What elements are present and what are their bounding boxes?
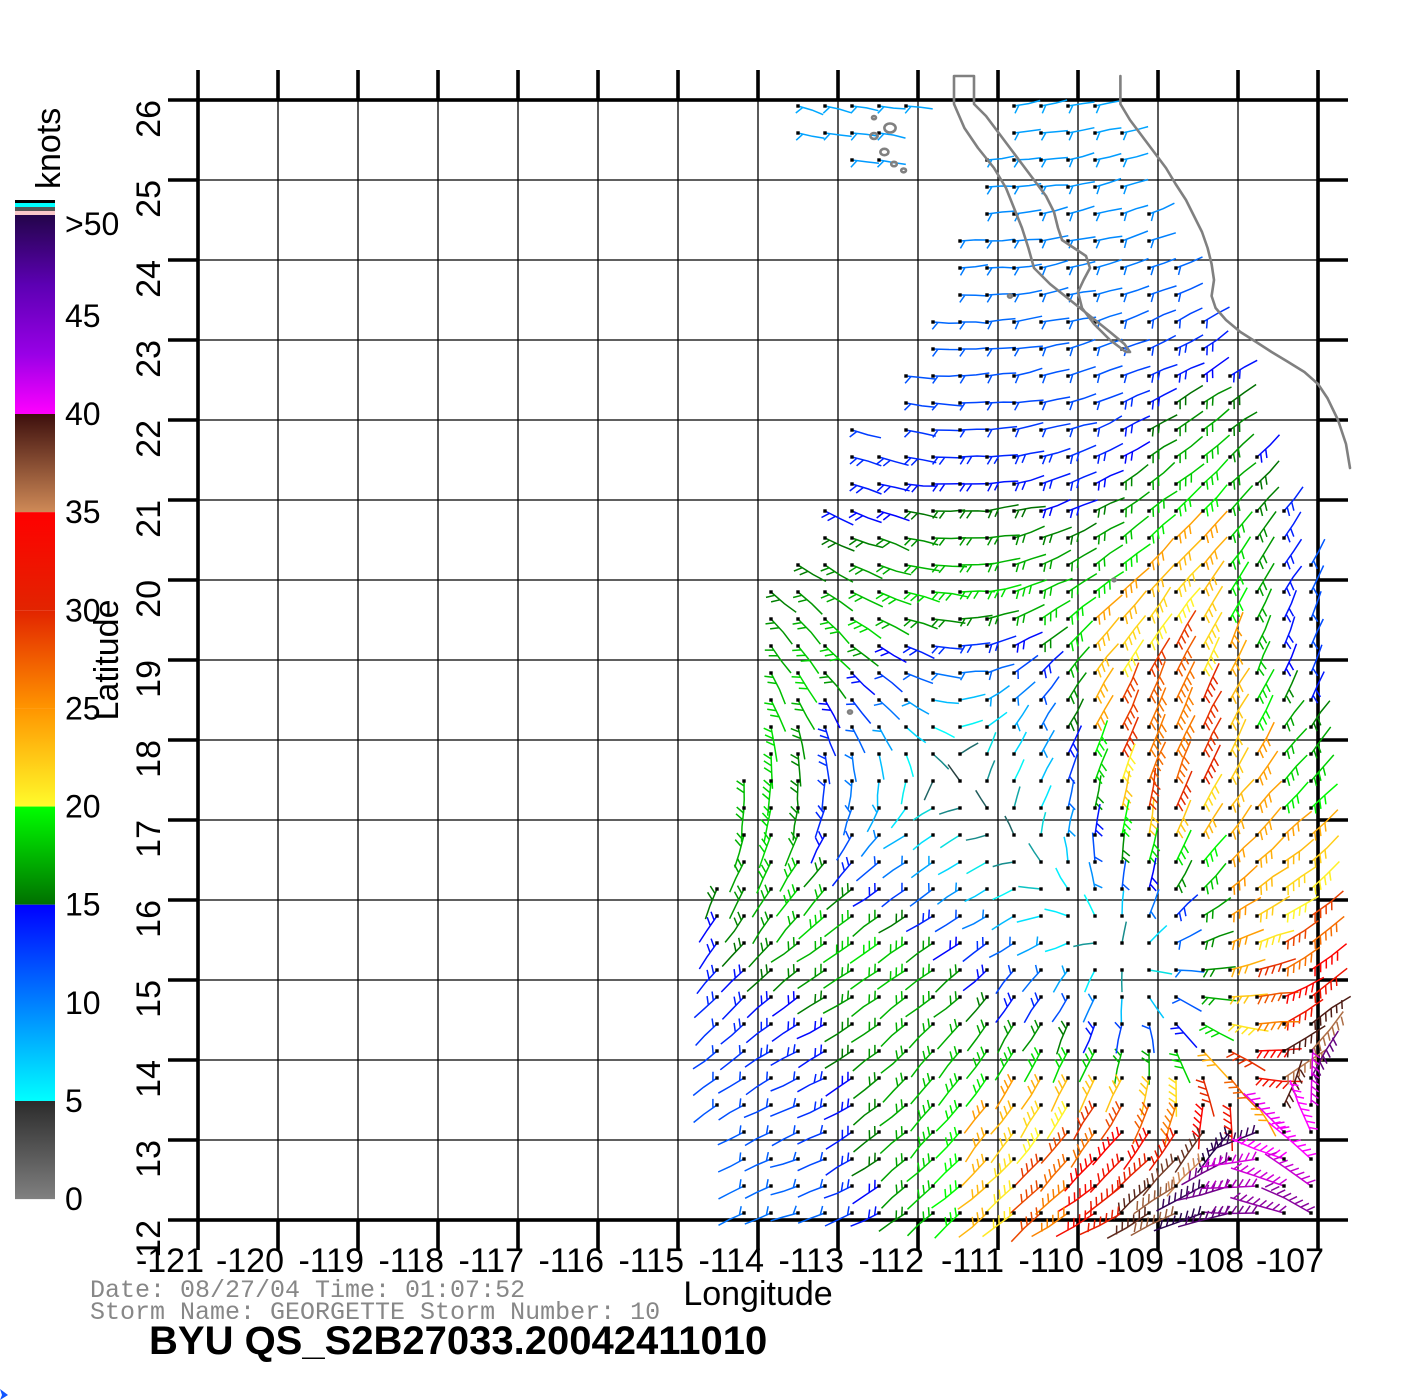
svg-text:35: 35 xyxy=(65,494,101,530)
svg-text:5: 5 xyxy=(65,1083,83,1119)
svg-text:-107: -107 xyxy=(1256,1242,1324,1280)
svg-text:24: 24 xyxy=(130,260,168,298)
svg-text:20: 20 xyxy=(65,789,101,825)
svg-text:13: 13 xyxy=(130,1140,168,1178)
svg-text:-115: -115 xyxy=(618,1242,684,1280)
svg-text:15: 15 xyxy=(130,980,168,1018)
svg-text:26: 26 xyxy=(130,100,168,138)
svg-text:19: 19 xyxy=(130,660,168,698)
svg-text:21: 21 xyxy=(130,500,168,538)
svg-text:22: 22 xyxy=(130,420,168,458)
svg-text:knots: knots xyxy=(30,108,68,189)
svg-text:40: 40 xyxy=(65,396,101,432)
svg-text:-117: -117 xyxy=(458,1242,524,1280)
svg-text:17: 17 xyxy=(130,820,168,858)
svg-text:-112: -112 xyxy=(858,1242,924,1280)
svg-text:-111: -111 xyxy=(941,1242,1004,1280)
svg-text:0: 0 xyxy=(65,1181,83,1217)
svg-text:BYU QS_S2B27033.20042411010: BYU QS_S2B27033.20042411010 xyxy=(149,1319,767,1363)
svg-text:-116: -116 xyxy=(538,1242,604,1280)
svg-text:-118: -118 xyxy=(378,1242,444,1280)
svg-text:25: 25 xyxy=(130,180,168,218)
svg-text:30: 30 xyxy=(65,592,101,628)
svg-text:20: 20 xyxy=(130,580,168,618)
svg-text:>50: >50 xyxy=(65,206,119,242)
svg-text:15: 15 xyxy=(65,887,101,923)
svg-text:12: 12 xyxy=(130,1220,168,1258)
svg-text:-109: -109 xyxy=(1096,1242,1164,1280)
svg-text:-120: -120 xyxy=(216,1242,284,1280)
svg-text:16: 16 xyxy=(130,900,168,938)
svg-text:-108: -108 xyxy=(1176,1242,1244,1280)
svg-text:14: 14 xyxy=(130,1060,168,1098)
svg-text:23: 23 xyxy=(130,340,168,378)
svg-text:Longitude: Longitude xyxy=(683,1275,832,1313)
svg-text:25: 25 xyxy=(65,690,101,726)
svg-text:18: 18 xyxy=(130,740,168,778)
svg-text:10: 10 xyxy=(65,985,101,1021)
svg-text:-119: -119 xyxy=(298,1242,364,1280)
svg-text:45: 45 xyxy=(65,298,101,334)
svg-text:-110: -110 xyxy=(1018,1242,1084,1280)
